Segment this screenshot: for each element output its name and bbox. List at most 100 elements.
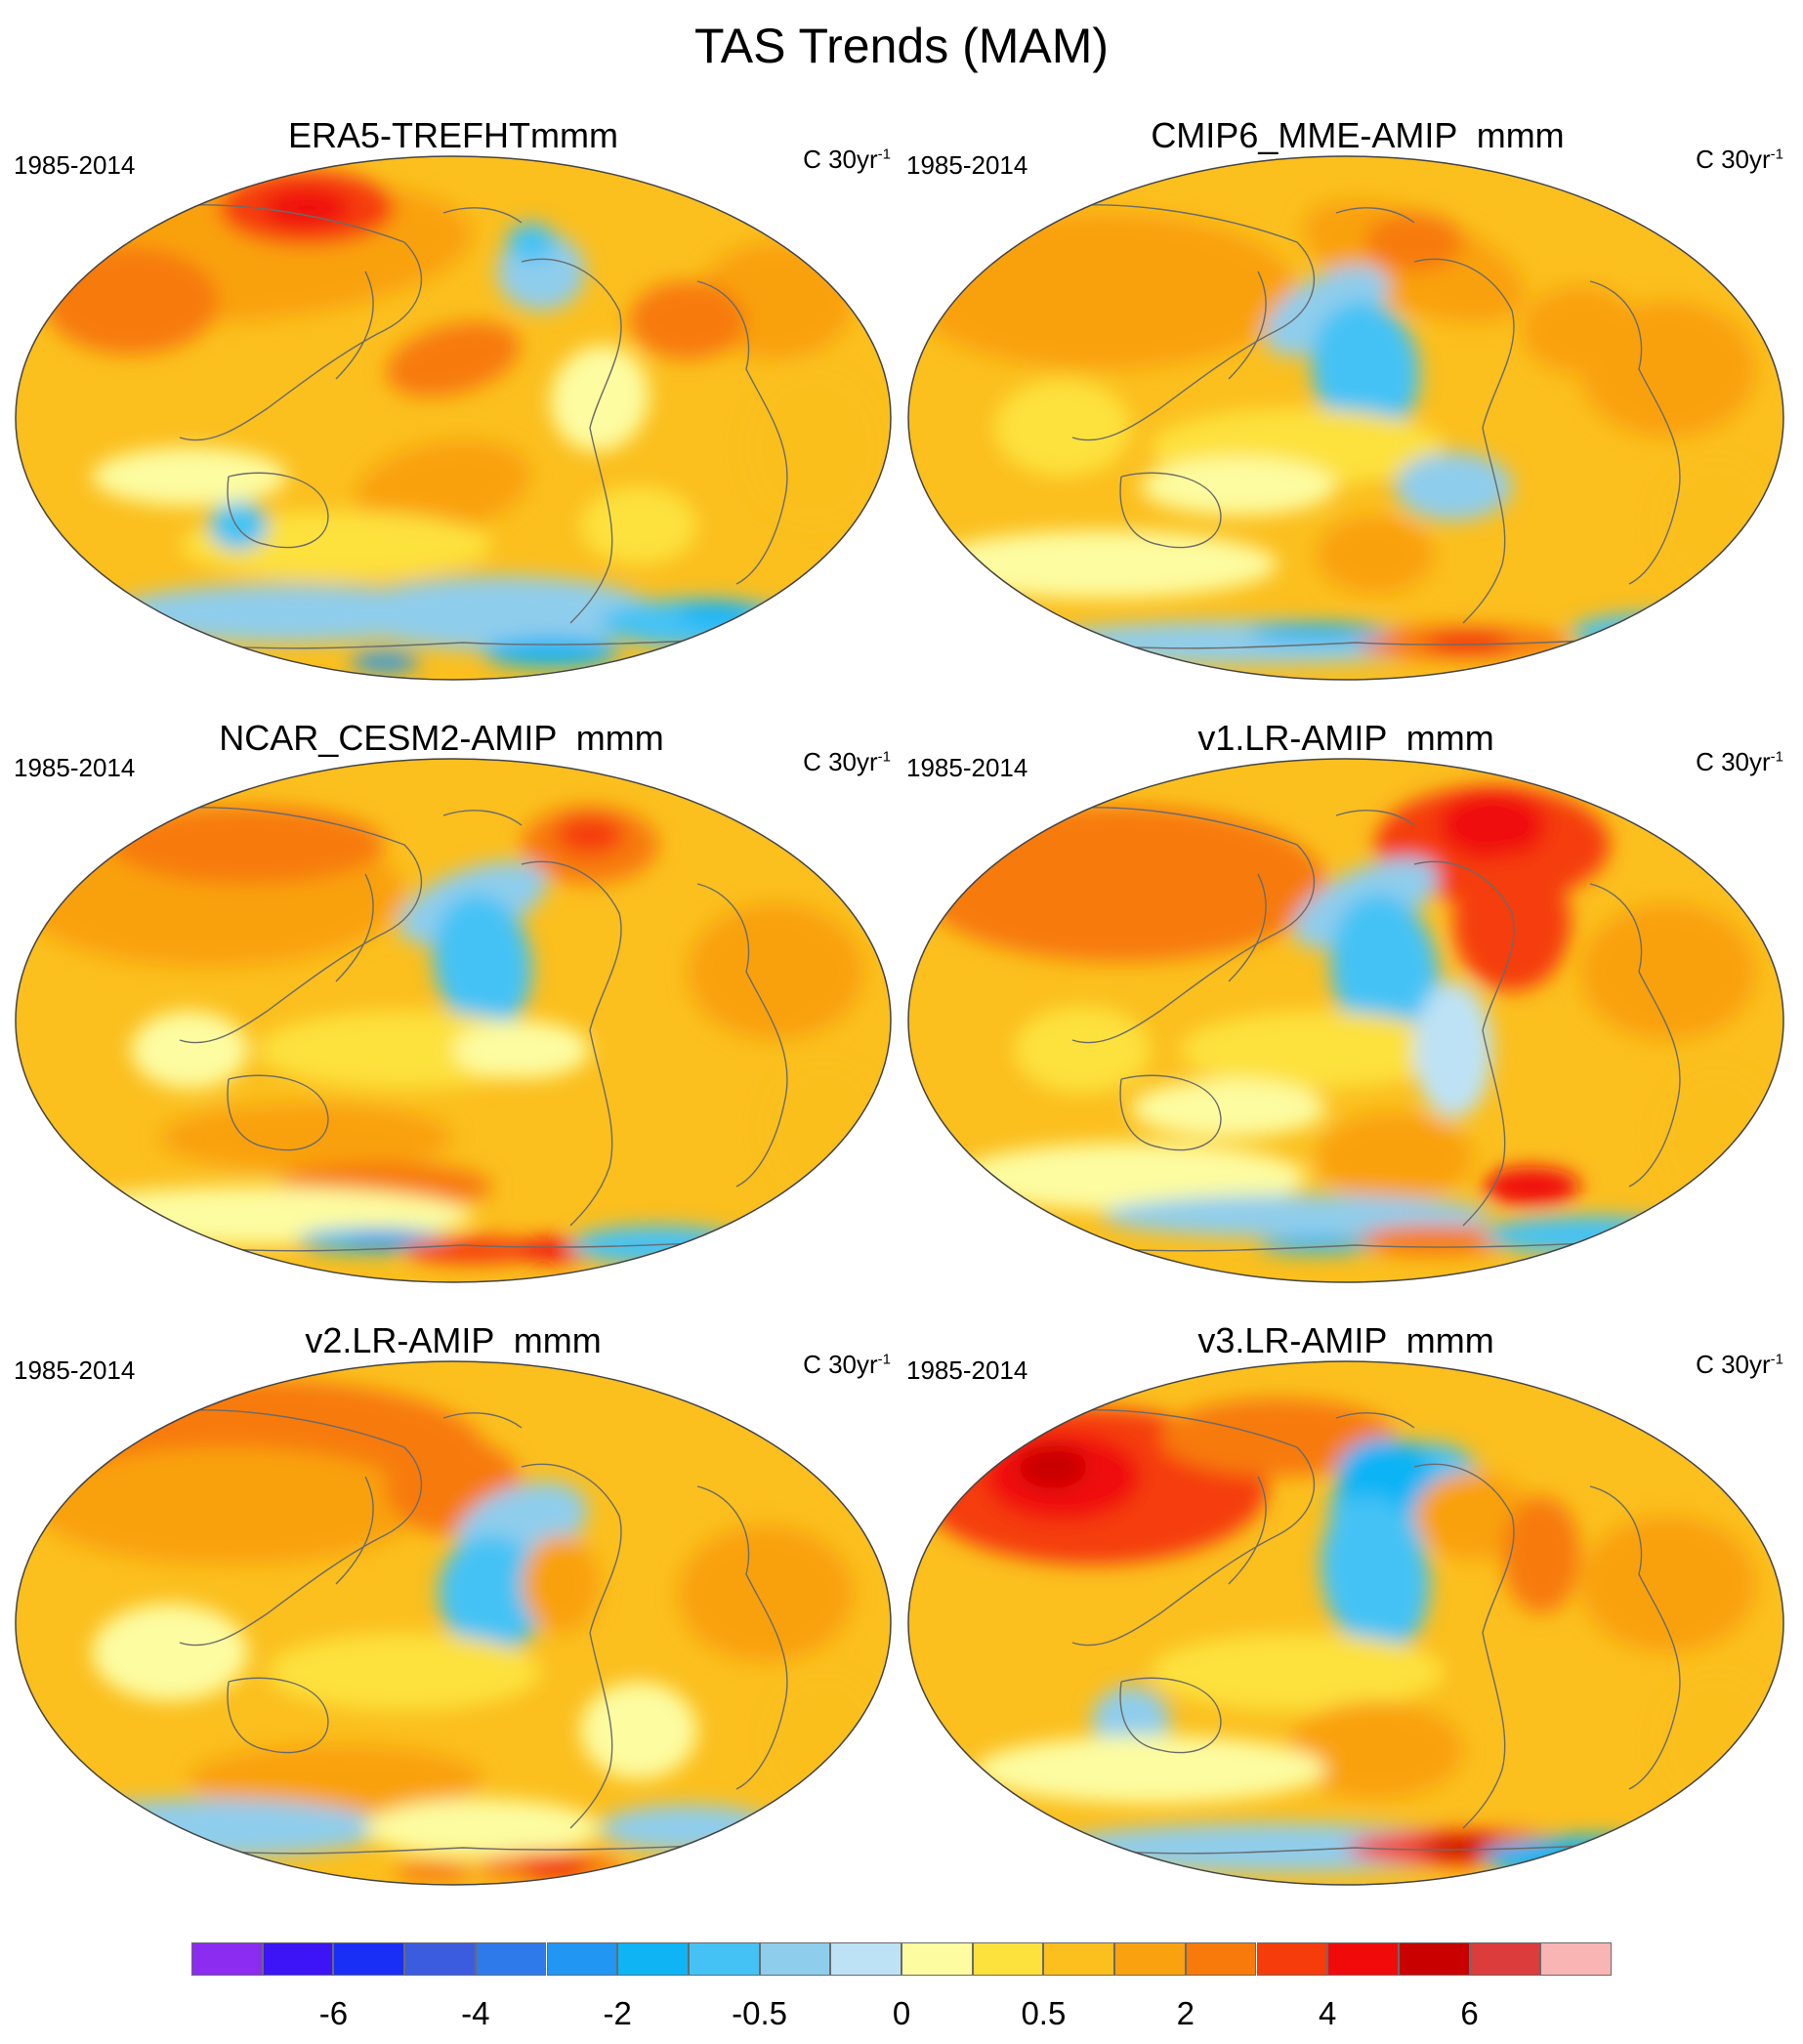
coastline-segment — [442, 207, 523, 224]
coastlines — [1023, 807, 1681, 1252]
trend-blob — [1330, 894, 1440, 1050]
panel-units-base: C 30yr — [803, 747, 878, 776]
coastline-segment — [335, 1476, 374, 1585]
trend-blob — [356, 440, 530, 532]
trend-blob — [1356, 1225, 1512, 1256]
coastline-segment — [1119, 472, 1222, 549]
map-panel: NCAR_CESM2-AMIP mmm 1985-2014 C 30yr-1 — [14, 718, 893, 1304]
panel-units-exponent: -1 — [1770, 1351, 1783, 1368]
colorbar-swatch — [1398, 1942, 1470, 1976]
trend-blob — [1102, 1194, 1492, 1237]
coastline-segment — [1335, 810, 1415, 826]
map-outline — [15, 758, 892, 1283]
trend-blob — [1151, 1633, 1444, 1711]
coastline-segment — [696, 883, 788, 1188]
trend-field — [908, 1361, 1783, 1885]
coastline-segment — [1228, 873, 1267, 982]
colorbar-swatch — [759, 1942, 831, 1976]
trend-blob — [1580, 1516, 1756, 1652]
trend-blob — [438, 1535, 547, 1652]
trend-blob — [189, 1745, 482, 1814]
panel-title: v3.LR-AMIP mmm — [1197, 1320, 1494, 1360]
coastlines — [1023, 1409, 1681, 1855]
trend-blob — [522, 1857, 590, 1877]
trend-blob — [268, 1633, 541, 1711]
coastline-segment — [130, 807, 423, 1044]
trend-blob — [556, 815, 624, 855]
panel-title: NCAR_CESM2-AMIP mmm — [219, 718, 664, 758]
trend-blob — [33, 1799, 385, 1857]
trend-blob — [955, 1143, 1307, 1211]
colorbar-swatch — [1043, 1942, 1115, 1976]
panel-units-exponent: -1 — [877, 748, 891, 766]
coastline-segment — [1589, 1485, 1681, 1790]
trend-blob — [1180, 1011, 1453, 1089]
trend-blob — [507, 223, 556, 262]
coastline-segment — [1413, 860, 1515, 1227]
panel-period: 1985-2014 — [906, 150, 1028, 180]
trend-blob — [351, 652, 419, 672]
trend-blob — [1258, 1237, 1375, 1253]
trend-blob — [1522, 286, 1639, 374]
trend-blob — [1483, 1167, 1580, 1206]
colorbar-swatch — [404, 1942, 476, 1976]
map-panel: CMIP6_MME-AMIP mmm 1985-2014 C 30yr-1 — [906, 115, 1785, 701]
colorbar-swatch — [1114, 1942, 1186, 1976]
trend-blob — [1502, 1496, 1580, 1613]
trend-blob — [678, 1525, 854, 1662]
map-projection — [907, 1360, 1784, 1886]
trend-blob — [1014, 1006, 1151, 1094]
panel-units: C 30yr-1 — [803, 1350, 891, 1380]
trend-blob — [1658, 457, 1776, 594]
trend-blob — [1483, 1216, 1698, 1255]
panel-units-base: C 30yr — [1696, 747, 1771, 776]
trend-blob — [1024, 174, 1082, 193]
colorbar-swatch — [830, 1942, 902, 1976]
panel-period: 1985-2014 — [906, 753, 1028, 782]
trend-blob — [482, 638, 619, 667]
trend-blob — [1311, 301, 1420, 438]
map-outline — [907, 758, 1784, 1283]
trend-blob — [1317, 1113, 1473, 1201]
trend-blob — [994, 379, 1131, 477]
panel-period: 1985-2014 — [14, 753, 136, 782]
trend-blob — [1580, 903, 1756, 1040]
trend-blob — [1453, 855, 1571, 991]
panel-period: 1985-2014 — [14, 1356, 136, 1385]
coastline-segment — [227, 1677, 329, 1754]
trend-blob — [1131, 1079, 1326, 1138]
trend-blob — [1414, 1472, 1531, 1560]
coastline-segment — [696, 1485, 788, 1790]
trend-blob — [386, 321, 521, 397]
colorbar-swatch — [688, 1942, 760, 1976]
trend-blob — [580, 486, 697, 564]
coastline-segment — [169, 1239, 757, 1252]
coastline-segment — [1228, 1476, 1267, 1585]
panel-units-base: C 30yr — [803, 1350, 878, 1379]
colorbar-tick-label: -6 — [318, 1995, 349, 2031]
panel-units-base: C 30yr — [1696, 1350, 1771, 1379]
panel-units-exponent: -1 — [1770, 146, 1783, 163]
panel-period: 1985-2014 — [906, 1356, 1028, 1385]
coastline-segment — [1589, 883, 1681, 1188]
panel-title: ERA5-TREFHTmmm — [288, 115, 618, 155]
panel-units-base: C 30yr — [803, 145, 878, 174]
panel-units-exponent: -1 — [1770, 748, 1783, 766]
colorbar-tick-label: -0.5 — [732, 1995, 788, 2031]
trend-blob — [1439, 791, 1546, 859]
map-outline — [907, 1360, 1784, 1886]
coastlines — [1023, 204, 1681, 649]
trend-blob — [92, 1604, 248, 1701]
coastline-segment — [169, 637, 757, 649]
map-outline — [15, 1360, 892, 1886]
coastline-segment — [130, 1409, 423, 1647]
coastline-segment — [521, 1463, 622, 1829]
coastline-segment — [696, 280, 788, 585]
coastline-segment — [1228, 271, 1267, 380]
trend-blob — [1321, 1496, 1430, 1652]
trend-blob — [453, 1021, 590, 1079]
coastline-segment — [1062, 1842, 1650, 1855]
trend-field — [908, 759, 1783, 1282]
map-panel: ERA5-TREFHTmmm 1985-2014 C 30yr-1 — [14, 115, 893, 701]
coastline-segment — [1023, 204, 1316, 441]
